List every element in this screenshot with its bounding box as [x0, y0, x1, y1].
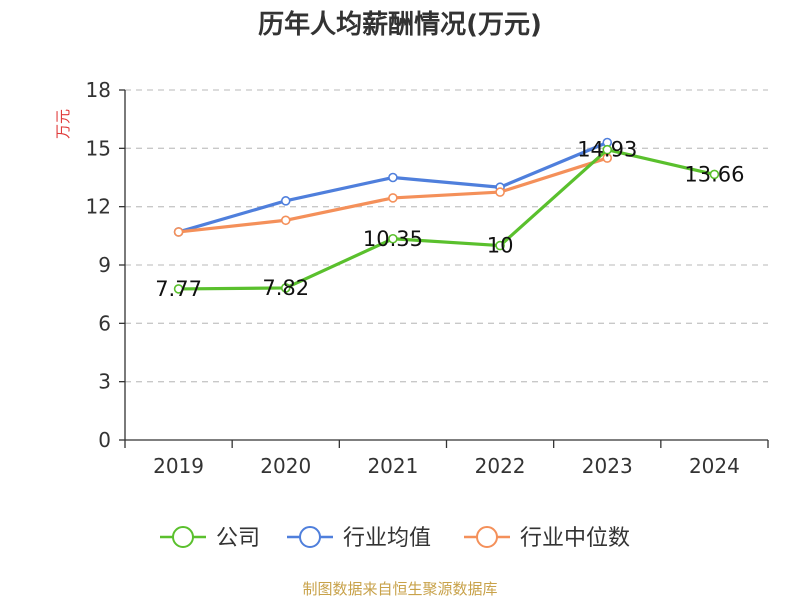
data-point [388, 172, 398, 183]
legend-label: 公司 [216, 526, 260, 551]
legend-swatch-marker [299, 526, 321, 548]
y-axis-label: 万元 [54, 109, 72, 139]
grid-lines [125, 89, 768, 383]
y-tick-label: 15 [86, 136, 111, 160]
x-tick-label: 2022 [475, 454, 526, 478]
data-point [173, 284, 184, 294]
data-point [280, 196, 291, 206]
data-label: 7.82 [262, 276, 309, 300]
legend-swatch-marker [476, 526, 498, 548]
x-tick-label: 2019 [153, 454, 204, 478]
legend[interactable]: 公司 行业均值 行业中位数 [160, 526, 630, 551]
data-point [280, 215, 291, 226]
data-point [602, 144, 613, 155]
data-label: 10.35 [363, 227, 423, 251]
legend-swatch-marker [172, 526, 194, 548]
data-labels: 7.77 7.82 10.35 10 14.93 13.66 [155, 138, 744, 301]
y-tick-label: 12 [86, 195, 111, 219]
y-tick-label: 6 [98, 311, 111, 335]
data-label: 13.66 [684, 162, 744, 186]
legend-label: 行业中位数 [520, 526, 630, 551]
legend-item[interactable]: 行业中位数 [464, 526, 630, 551]
data-label: 14.93 [577, 138, 637, 162]
axes: 0 3 6 9 12 15 18 2019 2020 2021 2022 2023 2024 [86, 78, 769, 478]
x-tick-label: 2021 [367, 454, 418, 478]
source-note: 制图数据来自恒生聚源数据库 [302, 580, 498, 598]
data-label: 7.77 [155, 277, 202, 301]
y-tick-label: 9 [98, 253, 111, 277]
y-tick-label: 0 [98, 428, 111, 452]
series-line-1 [178, 141, 608, 234]
chart-title: 历年人均薪酬情况(万元) [258, 10, 542, 40]
data-point [495, 187, 505, 197]
series [173, 137, 720, 294]
y-tick-label: 3 [98, 370, 111, 394]
series-line-0 [178, 148, 715, 291]
data-point [388, 233, 398, 244]
data-point [388, 193, 398, 203]
data-point [173, 227, 184, 237]
x-tick-label: 2024 [689, 454, 740, 478]
x-tick-label: 2020 [260, 454, 311, 478]
data-point [280, 283, 291, 293]
y-tick-label: 18 [86, 78, 111, 102]
data-point [709, 169, 720, 180]
x-tick-label: 2023 [582, 454, 633, 478]
legend-item[interactable]: 行业均值 [287, 526, 431, 551]
data-label: 10 [487, 234, 514, 258]
legend-item[interactable]: 公司 [160, 526, 260, 551]
legend-label: 行业均值 [343, 526, 431, 551]
data-point [495, 240, 505, 251]
